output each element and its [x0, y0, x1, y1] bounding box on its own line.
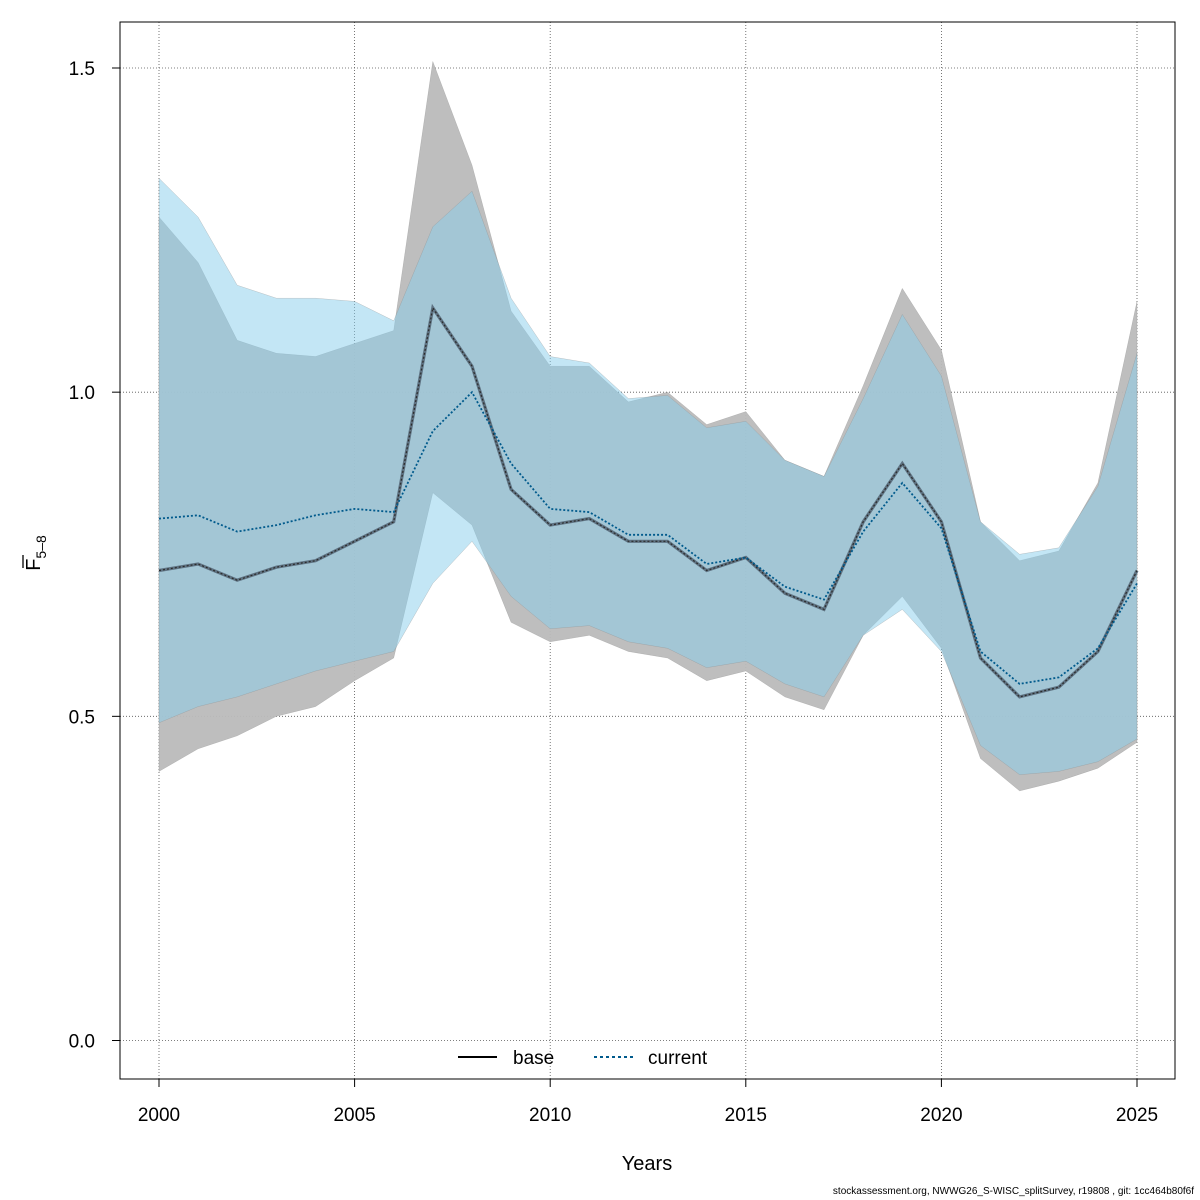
y-axis-title: F5–8 — [22, 535, 49, 571]
band-current — [158, 177, 1138, 775]
legend-label-current: current — [648, 1048, 708, 1069]
plot-frame — [119, 21, 1176, 1080]
x-tick-label-2020: 2020 — [920, 1105, 962, 1126]
confidence-bands — [158, 60, 1138, 792]
x-tick-label-2005: 2005 — [333, 1105, 375, 1126]
x-tick-label-2000: 2000 — [138, 1105, 180, 1126]
y-axis: 0.0 0.5 1.0 1.5 — [69, 59, 120, 1053]
line-current — [158, 390, 1138, 685]
line-base — [158, 306, 1138, 698]
legend: base current — [458, 1048, 708, 1069]
legend-label-base: base — [513, 1048, 554, 1069]
y-tick-label-0: 0.0 — [69, 1032, 95, 1053]
y-tick-label-3: 1.5 — [69, 59, 95, 80]
x-tick-label-2015: 2015 — [725, 1105, 767, 1126]
x-tick-label-2025: 2025 — [1116, 1105, 1158, 1126]
x-axis-title: Years — [622, 1153, 672, 1175]
series-lines — [158, 303, 1139, 699]
y-tick-label-2: 1.0 — [69, 383, 95, 404]
y-axis-title-subscript: 5–8 — [33, 535, 49, 559]
x-axis: 2000 2005 2010 2015 2020 2025 — [138, 1079, 1158, 1126]
y-tick-label-1: 0.5 — [69, 707, 95, 728]
y-axis-title-main: F — [23, 559, 45, 571]
x-tick-label-2010: 2010 — [529, 1105, 571, 1126]
svg-text:F5–8: F5–8 — [23, 535, 49, 571]
footer-source-text: stockassessment.org, NWWG26_S-WISC_split… — [832, 1186, 1194, 1197]
